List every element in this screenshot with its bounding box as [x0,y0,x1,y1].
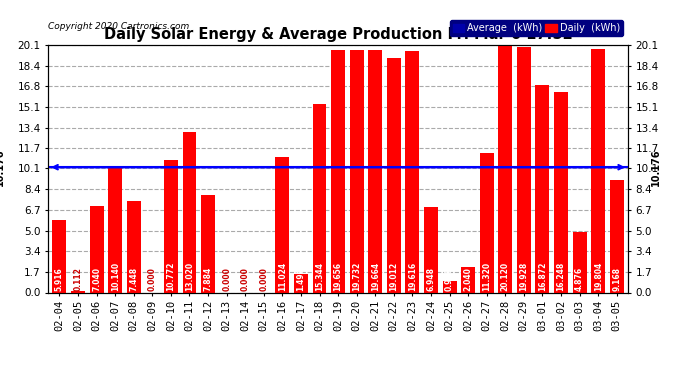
Legend: Average  (kWh), Daily  (kWh): Average (kWh), Daily (kWh) [450,20,623,36]
Text: 10.772: 10.772 [166,261,175,291]
Text: 7.448: 7.448 [129,267,138,291]
Text: 19.664: 19.664 [371,261,380,291]
Text: 19.012: 19.012 [389,261,398,291]
Text: 0.112: 0.112 [74,267,83,291]
Bar [368,50,382,292]
Text: 0.000: 0.000 [222,267,231,291]
Bar [554,92,568,292]
Text: 10.176: 10.176 [651,148,661,186]
Text: 20.120: 20.120 [501,261,510,291]
Bar [294,274,308,292]
Text: 5.916: 5.916 [55,267,64,291]
Bar [164,160,178,292]
Text: 19.732: 19.732 [352,261,361,291]
Bar [442,280,457,292]
Text: 2.040: 2.040 [464,267,473,291]
Text: 1.496: 1.496 [297,267,306,291]
Bar [331,51,345,292]
Bar [517,47,531,292]
Bar [71,291,85,292]
Text: 16.872: 16.872 [538,261,547,291]
Bar [52,220,66,292]
Text: 19.656: 19.656 [333,262,343,291]
Text: 11.320: 11.320 [482,261,491,291]
Text: 0.000: 0.000 [148,267,157,291]
Bar [573,232,586,292]
Text: 10.140: 10.140 [110,261,119,291]
Bar [461,267,475,292]
Text: 13.020: 13.020 [185,261,194,291]
Text: 16.248: 16.248 [557,261,566,291]
Text: 11.024: 11.024 [278,261,287,291]
Text: 7.040: 7.040 [92,267,101,291]
Text: 6.948: 6.948 [426,267,435,291]
Bar [183,132,197,292]
Text: 19.928: 19.928 [520,261,529,291]
Text: 7.884: 7.884 [204,266,213,291]
Bar [591,49,605,292]
Text: 19.804: 19.804 [593,261,602,291]
Bar [535,85,549,292]
Bar [387,58,401,292]
Bar [275,157,289,292]
Text: 0.968: 0.968 [445,267,454,291]
Bar [127,201,141,292]
Bar [350,50,364,292]
Bar [90,206,104,292]
Text: 0.000: 0.000 [259,267,268,291]
Text: 10.176: 10.176 [0,148,5,186]
Text: 9.168: 9.168 [612,267,621,291]
Title: Daily Solar Energy & Average Production Fri Mar 6 17:52: Daily Solar Energy & Average Production … [104,27,573,42]
Bar [406,51,420,292]
Text: 4.876: 4.876 [575,267,584,291]
Text: 15.344: 15.344 [315,262,324,291]
Text: 19.616: 19.616 [408,261,417,291]
Text: Copyright 2020 Cartronics.com: Copyright 2020 Cartronics.com [48,22,190,32]
Text: 0.000: 0.000 [241,267,250,291]
Bar [424,207,438,292]
Bar [201,195,215,292]
Bar [610,180,624,292]
Bar [313,104,326,292]
Bar [108,168,122,292]
Bar [480,153,493,292]
Bar [498,45,512,292]
